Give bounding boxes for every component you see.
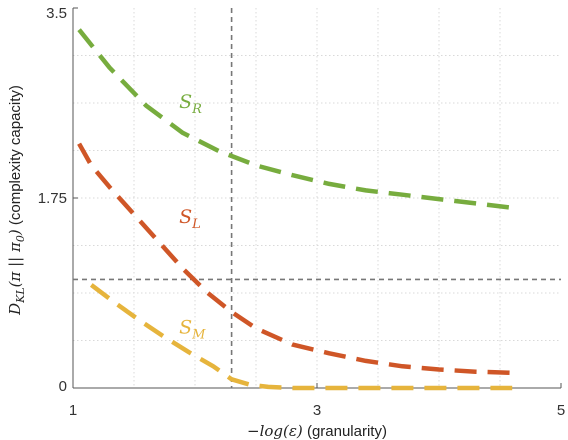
x-tick-label: 3 [313,402,321,419]
series-label-main: S [179,317,192,339]
x-tick-label: 1 [69,402,77,419]
y-axis-label-sub: KL [14,287,27,304]
x-axis-label-math: −log(ε) [247,422,303,440]
series-label-sub: M [191,328,206,343]
y-axis-label: DKL(π || π0) (complexity capacity) [6,85,27,316]
axes-frame [72,7,562,389]
y-tick-label: 3.5 [46,5,67,22]
y-axis-label-math3: ) [6,229,24,236]
x-axis-label-text: (granularity) [303,423,387,440]
series-label-sm: SM [179,317,206,343]
reference-lines [73,8,561,388]
series-label-sr: SR [179,91,202,117]
series-line-sl [77,142,513,376]
series-label-sub: L [191,217,201,232]
series-label-sub: R [191,102,202,117]
series-label-sl: SL [179,206,201,232]
y-axis-label-math: D [6,303,24,316]
y-tick-label: 1.75 [38,190,67,207]
y-axis-label-text: (complexity capacity) [7,85,24,229]
y-axis-label-math2: (π || π [6,241,24,287]
grid [73,8,561,388]
series-line-sm [89,283,513,391]
series-line-sr [77,28,513,211]
series-label-main: S [179,206,192,228]
x-tick-label: 5 [557,402,565,419]
series-group [77,28,513,391]
y-tick-label: 0 [59,378,67,395]
y-axis-label-sub2: 0 [14,235,27,242]
x-axis-label: −log(ε) (granularity) [247,422,387,440]
tick-labels: 1 3 5 0 1.75 3.5 [38,5,565,419]
series-label-main: S [179,91,192,113]
